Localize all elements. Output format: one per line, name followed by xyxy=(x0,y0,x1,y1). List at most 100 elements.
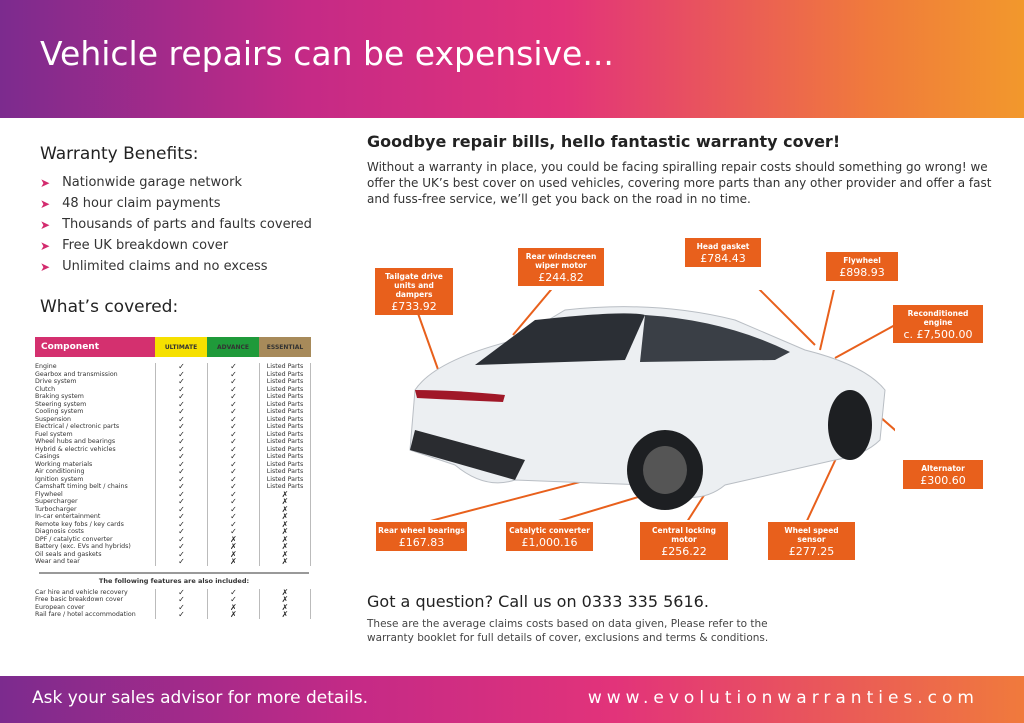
cell: Supercharger xyxy=(35,498,78,505)
coverage-table: Component ULTIMATE ADVANCE ESSENTIAL Eng… xyxy=(35,337,313,619)
cell: ✓ xyxy=(207,408,259,416)
cell: ✓ xyxy=(207,490,259,498)
extras-title: The following features are also included… xyxy=(39,571,309,585)
intro-text: Without a warranty in place, you could b… xyxy=(367,160,992,206)
cell: ✓ xyxy=(207,520,259,528)
cell: ✓ xyxy=(155,393,207,401)
cell: European cover xyxy=(35,603,85,611)
cell: ✓ xyxy=(155,513,207,521)
cell: ✓ xyxy=(207,393,259,401)
table-row: Flywheel ✓ ✓ ✗ xyxy=(35,490,313,498)
cell: ✓ xyxy=(155,490,207,498)
cell: Steering system xyxy=(35,400,87,408)
cell: Flywheel xyxy=(35,490,63,498)
cell: Diagnosis costs xyxy=(35,528,84,535)
benefit-label: Nationwide garage network xyxy=(62,175,242,190)
col-component: Component xyxy=(35,337,155,357)
table-row: Working materials ✓ ✓ Listed Parts xyxy=(35,460,313,468)
website-link[interactable]: www.evolutionwarranties.com xyxy=(587,688,979,708)
cell: ✓ xyxy=(155,385,207,393)
table-row: Braking system ✓ ✓ Listed Parts xyxy=(35,393,313,401)
benefit-label: 48 hour claim payments xyxy=(62,196,221,211)
cell: ✓ xyxy=(207,363,259,371)
cell: ✗ xyxy=(259,528,311,536)
cell: Electrical / electronic parts xyxy=(35,423,120,430)
cell: Listed Parts xyxy=(259,378,311,386)
cell: Ignition system xyxy=(35,475,84,483)
table-row: Hybrid & electric vehicles ✓ ✓ Listed Parts xyxy=(35,445,313,453)
cell: ✗ xyxy=(259,498,311,506)
cell: Fuel system xyxy=(35,430,73,438)
callout-box: Reconditioned engine c. £7,500.00 xyxy=(893,305,983,343)
table-row: Oil seals and gaskets ✓ ✗ ✗ xyxy=(35,550,313,558)
callout-price: £898.93 xyxy=(839,266,885,279)
cell: ✗ xyxy=(259,535,311,543)
benefit-item: ➤ Unlimited claims and no excess xyxy=(40,256,312,277)
cell: ✓ xyxy=(207,423,259,431)
cell: Listed Parts xyxy=(259,445,311,453)
table-row: Battery (exc. EVs and hybrids) ✓ ✗ ✗ xyxy=(35,543,313,551)
cell: Air conditioning xyxy=(35,468,85,475)
callout-box: Alternator £300.60 xyxy=(903,460,983,489)
table-row: In-car entertainment ✓ ✓ ✗ xyxy=(35,513,313,521)
cell: Car hire and vehicle recovery xyxy=(35,588,128,596)
cell: DPF / catalytic converter xyxy=(35,535,113,543)
cell: ✓ xyxy=(155,550,207,558)
callout-price: £244.82 xyxy=(538,271,584,284)
cell: ✓ xyxy=(155,483,207,491)
callout-box: Rear windscreen wiper motor £244.82 xyxy=(518,248,604,286)
cell: Listed Parts xyxy=(259,385,311,393)
cell: ✓ xyxy=(207,513,259,521)
cell: Remote key fobs / key cards xyxy=(35,520,124,528)
cell: Listed Parts xyxy=(259,453,311,461)
cell: Battery (exc. EVs and hybrids) xyxy=(35,543,131,550)
cell: ✓ xyxy=(155,363,207,371)
cell: ✓ xyxy=(207,588,259,596)
cell: ✗ xyxy=(207,558,259,566)
cell: ✓ xyxy=(155,400,207,408)
cell: ✗ xyxy=(259,505,311,513)
cell: Braking system xyxy=(35,393,84,400)
cell: Working materials xyxy=(35,460,93,468)
table-row: Free basic breakdown cover ✓ ✓ ✗ xyxy=(35,596,313,604)
callout-price: c. £7,500.00 xyxy=(903,328,973,341)
callout-label: Head gasket xyxy=(696,242,750,251)
cell: ✗ xyxy=(259,520,311,528)
table-row: Steering system ✓ ✓ Listed Parts xyxy=(35,400,313,408)
arrow-icon: ➤ xyxy=(40,259,51,274)
table-header: Component ULTIMATE ADVANCE ESSENTIAL xyxy=(35,337,313,357)
col-ultimate: ULTIMATE xyxy=(155,337,207,357)
cell: ✗ xyxy=(259,550,311,558)
col-advance: ADVANCE xyxy=(207,337,259,357)
cell: Listed Parts xyxy=(259,483,311,491)
table-row: Casings ✓ ✓ Listed Parts xyxy=(35,453,313,461)
table-row: Drive system ✓ ✓ Listed Parts xyxy=(35,378,313,386)
callout-price: £167.83 xyxy=(398,536,445,549)
cell: ✗ xyxy=(207,543,259,551)
callout-box: Flywheel £898.93 xyxy=(826,252,898,281)
cell: ✗ xyxy=(207,535,259,543)
arrow-icon: ➤ xyxy=(40,196,51,211)
cell: ✓ xyxy=(207,438,259,446)
cell: ✗ xyxy=(207,550,259,558)
table-row: Camshaft timing belt / chains ✓ ✓ Listed Pa… xyxy=(35,483,313,491)
cell: Listed Parts xyxy=(259,408,311,416)
callout-box: Catalytic converter £1,000.16 xyxy=(506,522,593,551)
cell: In-car entertainment xyxy=(35,513,101,520)
cell: Listed Parts xyxy=(259,363,311,371)
cell: ✓ xyxy=(155,415,207,423)
table-row: Ignition system ✓ ✓ Listed Parts xyxy=(35,475,313,483)
callout-price: £784.43 xyxy=(700,252,746,265)
cell: ✓ xyxy=(155,596,207,604)
callout-label: Wheel speed sensor xyxy=(784,526,839,544)
cell: Cooling system xyxy=(35,408,84,415)
cell: Suspension xyxy=(35,415,72,423)
table-row: Wear and tear ✓ ✗ ✗ xyxy=(35,558,313,566)
cell: Engine xyxy=(35,363,57,370)
arrow-icon: ➤ xyxy=(40,175,51,190)
cell: ✓ xyxy=(155,528,207,536)
cell: Camshaft timing belt / chains xyxy=(35,483,128,490)
callout-box: Tailgate drive units and dampers £733.92 xyxy=(375,268,453,315)
covered-title: What’s covered: xyxy=(40,297,179,317)
cell: ✓ xyxy=(155,505,207,513)
